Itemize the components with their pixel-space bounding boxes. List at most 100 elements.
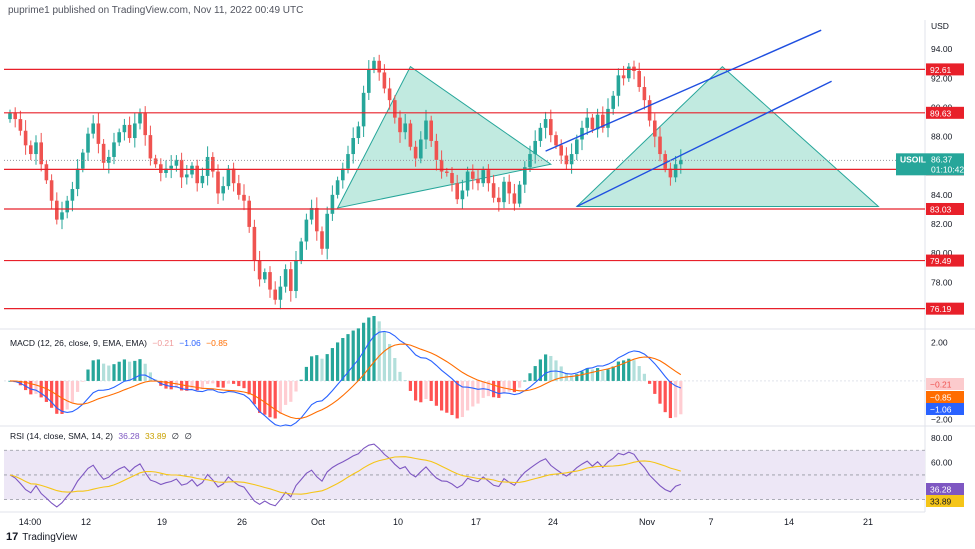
candle-body (49, 180, 54, 201)
macd-histogram-bar (642, 373, 646, 381)
rsi-ma-line (9, 456, 681, 495)
y-tick-label: 92.00 (931, 73, 953, 83)
candle-body (575, 139, 579, 155)
rsi-extra-1: ∅ (171, 431, 180, 441)
macd-histogram-bar (377, 321, 381, 381)
macd-histogram-bar (538, 359, 542, 381)
macd-histogram-bar (128, 361, 132, 381)
macd-signal-value: −0.85 (206, 338, 228, 348)
macd-histogram-bar (336, 342, 340, 381)
level-label-bg (926, 63, 964, 76)
macd-histogram-bar (481, 380, 485, 398)
rsi-y-tick: 80.00 (931, 433, 953, 443)
candle-body (304, 219, 309, 242)
candle-body (387, 88, 392, 101)
candle-body (559, 145, 563, 156)
candle-body (533, 140, 537, 155)
candle-body (346, 154, 350, 169)
macd-histogram-bar (70, 380, 74, 403)
candle-body (465, 171, 470, 191)
macd-histogram-bar (627, 358, 631, 381)
level-label: 83.03 (930, 204, 952, 214)
candle-body (367, 69, 371, 93)
candle-body (335, 180, 340, 195)
macd-histogram-bar (367, 317, 371, 381)
candle-body (179, 159, 184, 178)
macd-signal-line (9, 343, 682, 420)
macd-histogram-bar (559, 366, 563, 381)
candle-body (70, 189, 75, 201)
candle-body (564, 155, 569, 165)
macd-histogram-bar (268, 380, 272, 418)
candle-body (75, 168, 80, 190)
candle-body (299, 241, 303, 261)
candle-body (138, 113, 142, 124)
candle-body (637, 71, 641, 88)
candle-body (491, 183, 496, 198)
macd-histogram-bar (200, 380, 204, 390)
macd-histogram-bar (388, 343, 392, 381)
macd-histogram-bar (34, 380, 38, 394)
candle-body (481, 170, 485, 184)
macd-histogram-bar (299, 379, 303, 381)
candle-body (263, 272, 267, 280)
macd-histogram-bar (263, 380, 267, 415)
macd-histogram-bar (512, 380, 516, 393)
macd-histogram-bar (471, 380, 475, 407)
macd-histogram-bar (502, 380, 506, 394)
level-label: 76.19 (930, 304, 952, 314)
macd-histogram-bar (29, 380, 33, 395)
candle-body (242, 194, 246, 201)
candle-body (621, 75, 626, 79)
macd-histogram-bar (372, 316, 376, 381)
macd-value-label-bg (926, 378, 964, 390)
candle-body (268, 272, 272, 290)
candle-body (543, 119, 548, 128)
x-tick-label: Oct (311, 517, 326, 527)
rsi-value-label-bg (926, 495, 964, 507)
candle-body (117, 132, 121, 143)
macd-histogram-bar (55, 380, 59, 414)
rsi-line (9, 443, 681, 508)
candle-body (174, 159, 179, 166)
macd-histogram-bar (414, 380, 418, 401)
candle-body (549, 119, 553, 136)
macd-histogram-bar (102, 363, 106, 381)
macd-histogram-bar (216, 380, 220, 388)
candle-body (471, 171, 475, 179)
x-tick-label: 14:00 (19, 517, 42, 527)
macd-histogram-bar (450, 380, 454, 416)
candle-body (164, 168, 168, 173)
x-tick-label: 26 (237, 517, 247, 527)
rsi-value-label: 33.89 (930, 497, 952, 507)
candle-body (372, 60, 376, 70)
macd-histogram-bar (382, 331, 386, 381)
macd-histogram-bar (653, 380, 657, 394)
macd-histogram-bar (258, 380, 262, 413)
footer-brand: 17 TradingView (6, 531, 77, 543)
macd-histogram-bar (648, 380, 652, 384)
candle-body (221, 186, 225, 194)
candle-body (351, 138, 355, 155)
candle-body (413, 146, 418, 159)
macd-histogram-bar (211, 380, 215, 384)
y-tick-label: 78.00 (931, 277, 953, 287)
candle-body (658, 136, 662, 155)
candle-body (377, 60, 381, 73)
candle-body (247, 200, 251, 227)
candle-body (18, 119, 23, 131)
macd-legend: MACD (12, 26, close, 9, EMA, EMA) −0.21 … (10, 338, 228, 348)
macd-histogram-bar (424, 380, 428, 400)
candle-body (512, 193, 517, 204)
candle-body (455, 183, 459, 200)
macd-histogram-bar (356, 328, 360, 381)
macd-histogram-bar (393, 358, 397, 381)
candle-body (419, 139, 423, 159)
candle-body (112, 142, 116, 157)
macd-y-tick: 2.00 (931, 338, 948, 348)
candle-body (200, 175, 205, 184)
candle-body (668, 168, 673, 178)
candle-body (283, 269, 288, 287)
macd-histogram-bar (91, 360, 95, 381)
